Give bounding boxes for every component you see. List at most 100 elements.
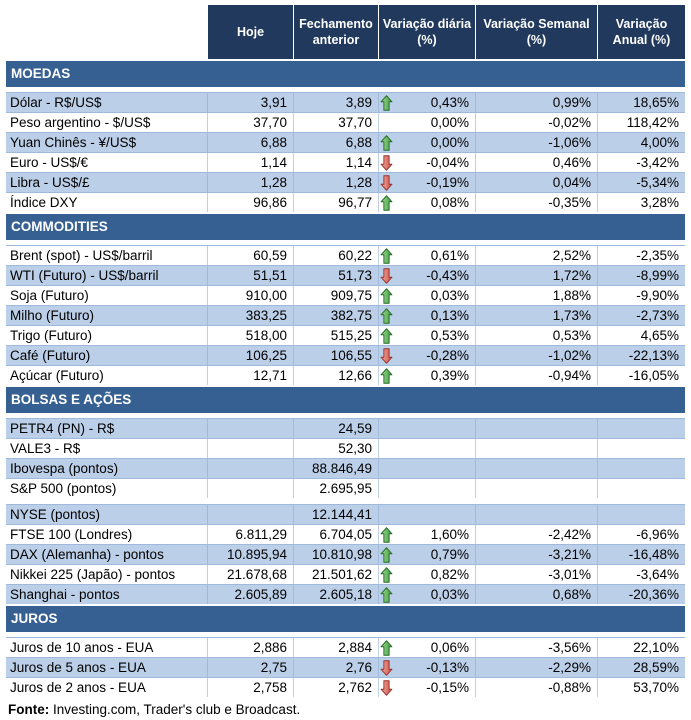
cell-variacao-semanal: 0,68% [475, 585, 597, 604]
trend-up-icon-holder [380, 546, 394, 563]
cell-fechamento-anterior: 37,70 [293, 113, 378, 132]
cell-variacao-anual: -8,99% [597, 266, 685, 285]
cell-variacao-semanal: -1,06% [475, 133, 597, 152]
trend-up-icon-holder [380, 367, 394, 384]
variacao-diaria-value: 0,06% [430, 640, 469, 655]
cell-variacao-anual: -5,34% [597, 173, 685, 192]
cell-variacao-anual: -22,13% [597, 346, 685, 365]
trend-none [380, 115, 394, 131]
cell-variacao-anual: -2,35% [597, 246, 685, 265]
cell-fechamento-anterior: 2,76 [293, 658, 378, 677]
cell-variacao-semanal: 0,04% [475, 173, 597, 192]
table-row-juros-de-2-anos-eua: Juros de 2 anos - EUA 2,758 2,762 -0,15% -0,… [6, 677, 685, 697]
row-label: PETR4 (PN) - R$ [10, 421, 115, 436]
table-row-juros-de-10-anos-eua: Juros de 10 anos - EUA 2,886 2,884 0,06% -3,… [6, 637, 685, 657]
trend-up-icon [380, 639, 393, 656]
variacao-diaria-value: 0,03% [430, 587, 469, 602]
cell-hoje [207, 479, 293, 498]
table-row-cafe-futuro: Café (Futuro) 106,25 106,55 -0,28% -1,02% -22… [6, 345, 685, 365]
row-label: Índice DXY [10, 195, 78, 210]
cell-fechamento-anterior: 24,59 [293, 419, 378, 438]
trend-down-icon [380, 679, 393, 696]
cell-variacao-diaria [378, 419, 475, 438]
trend-down-icon-holder [380, 154, 394, 171]
variacao-diaria-value: 0,00% [430, 135, 469, 150]
cell-variacao-anual: 28,59% [597, 658, 685, 677]
variacao-diaria-value: 0,82% [430, 567, 469, 582]
cell-variacao-diaria: 0,00% [378, 113, 475, 132]
trend-up-icon [380, 526, 393, 543]
trend-down-icon [380, 267, 393, 284]
variacao-diaria-value: 0,00% [430, 115, 469, 130]
table-row-yuan-chines-us: Yuan Chinês - ¥/US$ 6,88 6,88 0,00% -1,06% 4,… [6, 132, 685, 152]
cell-variacao-diaria: -0,19% [378, 173, 475, 192]
cell-variacao-semanal [475, 479, 597, 498]
cell-fechamento-anterior: 6.704,05 [293, 525, 378, 544]
cell-hoje: 37,70 [207, 113, 293, 132]
cell-variacao-anual: 4,00% [597, 133, 685, 152]
cell-variacao-diaria: 0,61% [378, 246, 475, 265]
cell-hoje [207, 439, 293, 458]
cell-variacao-semanal: -0,94% [475, 366, 597, 385]
row-label: Brent (spot) - US$/barril [10, 248, 153, 263]
trend-up-icon [380, 247, 393, 264]
table-row-shanghai-pontos: Shanghai - pontos 2.605,89 2.605,18 0,03% 0,… [6, 584, 685, 604]
trend-none [380, 461, 394, 477]
cell-fechamento-anterior: 88.846,49 [293, 459, 378, 478]
trend-up-icon [380, 586, 393, 603]
table-body: MOEDAS Dólar - R$/US$ 3,91 3,89 0,43% 0,99% 18… [6, 61, 685, 697]
cell-fechamento-anterior: 96,77 [293, 193, 378, 212]
section-header-moedas: MOEDAS [6, 61, 685, 87]
cell-variacao-diaria: 0,43% [378, 93, 475, 112]
cell-fechamento-anterior: 909,75 [293, 286, 378, 305]
row-label: WTI (Futuro) - US$/barril [10, 268, 159, 283]
trend-up-icon [380, 194, 393, 211]
trend-up-icon [380, 367, 393, 384]
trend-up-icon [380, 546, 393, 563]
variacao-diaria-value: 1,60% [430, 527, 469, 542]
cell-fechamento-anterior: 2,762 [293, 678, 378, 697]
column-header-variacao-anual: Variação Anual (%) [597, 5, 685, 59]
table-row-acucar-futuro: Açúcar (Futuro) 12,71 12,66 0,39% -0,94% -16,… [6, 365, 685, 385]
trend-up-icon-holder [380, 194, 394, 211]
trend-up-icon [380, 94, 393, 111]
trend-up-icon [380, 566, 393, 583]
table-row-ftse-100-londres: FTSE 100 (Londres) 6.811,29 6.704,05 1,60% -… [6, 524, 685, 544]
cell-variacao-semanal: 0,53% [475, 326, 597, 345]
trend-down-icon-holder [380, 659, 394, 676]
table-row-indice-dxy: Índice DXY 96,86 96,77 0,08% -0,35% 3,28% [6, 192, 685, 212]
cell-variacao-semanal: -3,21% [475, 545, 597, 564]
variacao-diaria-value: 0,43% [430, 95, 469, 110]
trend-down-icon-holder [380, 347, 394, 364]
cell-variacao-semanal: 0,99% [475, 93, 597, 112]
row-label: Juros de 2 anos - EUA [10, 680, 146, 695]
trend-up-icon [380, 307, 393, 324]
trend-up-icon [380, 327, 393, 344]
table-row-euro-us: Euro - US$/€ 1,14 1,14 -0,04% 0,46% -3,42% [6, 152, 685, 172]
table-row-milho-futuro: Milho (Futuro) 383,25 382,75 0,13% 1,73% -2,7… [6, 305, 685, 325]
cell-fechamento-anterior: 1,28 [293, 173, 378, 192]
cell-hoje [207, 419, 293, 438]
cell-fechamento-anterior: 12,66 [293, 366, 378, 385]
table-row-wti-futuro-us-barril: WTI (Futuro) - US$/barril 51,51 51,73 -0,43… [6, 265, 685, 285]
cell-hoje: 12,71 [207, 366, 293, 385]
table-row-juros-de-5-anos-eua: Juros de 5 anos - EUA 2,75 2,76 -0,13% -2,29… [6, 657, 685, 677]
table-row-nyse-pontos: NYSE (pontos) 12.144,41 [6, 504, 685, 524]
cell-hoje: 3,91 [207, 93, 293, 112]
trend-down-icon-holder [380, 267, 394, 284]
section-header-juros: JUROS [6, 606, 685, 632]
cell-variacao-semanal: -1,02% [475, 346, 597, 365]
row-label: Juros de 5 anos - EUA [10, 660, 146, 675]
row-label: Ibovespa (pontos) [10, 461, 119, 476]
row-label: Shanghai - pontos [10, 587, 120, 602]
cell-fechamento-anterior: 52,30 [293, 439, 378, 458]
trend-up-icon-holder [380, 134, 394, 151]
table-row-dax-alemanha-pontos: DAX (Alemanha) - pontos 10.895,94 10.810,9… [6, 544, 685, 564]
trend-down-icon-holder [380, 174, 394, 191]
cell-variacao-semanal [475, 419, 597, 438]
cell-variacao-diaria [378, 479, 475, 498]
table-row-ibovespa-pontos: Ibovespa (pontos) 88.846,49 [6, 458, 685, 478]
trend-up-icon [380, 287, 393, 304]
cell-variacao-semanal: -0,02% [475, 113, 597, 132]
